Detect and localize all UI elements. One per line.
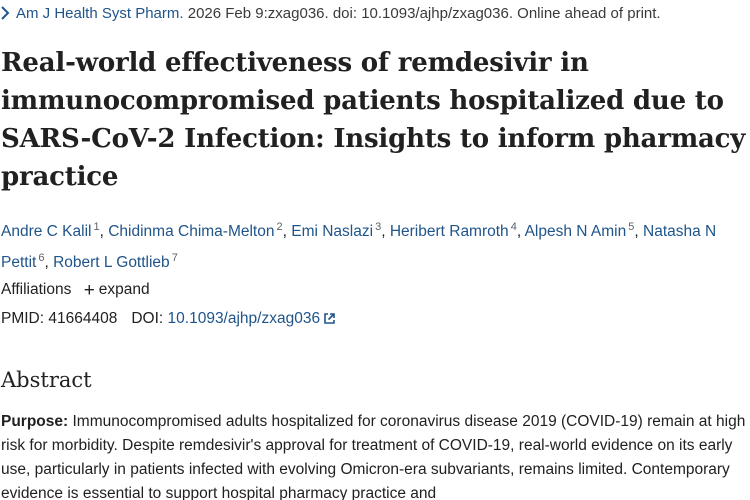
author-link[interactable]: Emi Naslazi 3 [291,221,382,240]
author-name: Emi Naslazi [291,223,374,240]
expand-label: expand [98,281,150,298]
author-link[interactable]: Robert L Gottlieb 7 [53,252,178,271]
author-affiliation-number: 6 [38,252,45,264]
author-affiliation-number: 2 [276,221,283,233]
affiliations-label: Affiliations [1,281,72,298]
external-link-icon [320,310,336,327]
author-affiliation-number: 5 [628,221,635,233]
author-affiliation-number: 7 [171,252,178,264]
author-affiliation-number: 1 [93,221,100,233]
citation-line: Am J Health Syst Pharm. 2026 Feb 9:zxag0… [0,4,661,24]
authors-list: Andre C Kalil 1, Chidinma Chima-Melton 2, … [1,221,717,271]
author-name: Natasha N Pettit [1,223,717,271]
author-affiliation-number: 4 [510,221,517,233]
expand-affiliations-button[interactable]: + expand [84,280,150,301]
citation-details: 2026 Feb 9:zxag036. doi: 10.1093/ajhp/zx… [187,5,661,22]
author-name: Alpesh N Amin [524,223,627,240]
plus-icon: + [83,280,95,301]
author-link[interactable]: Heribert Ramroth 4 [389,221,517,240]
pmid-label: PMID: [1,310,45,327]
purpose-label: Purpose: [1,413,69,430]
purpose-text: Immunocompromised adults hospitalized fo… [1,413,746,500]
author-link[interactable]: Natasha N Pettit 6 [1,223,716,271]
abstract-purpose: Purpose: Immunocompromised adults hospit… [1,410,747,500]
author-name: Chidinma Chima-Melton [108,223,275,240]
author-link[interactable]: Alpesh N Amin 5 [524,221,635,240]
author-name: Robert L Gottlieb [53,254,170,271]
author-name: Andre C Kalil [1,223,92,240]
author-affiliation-number: 3 [375,221,382,233]
pmid-value: 41664408 [48,310,118,327]
doi-link[interactable]: 10.1093/ajhp/zxag036 [168,310,337,327]
author-link[interactable]: Chidinma Chima-Melton 2 [108,221,283,240]
doi-label: DOI: [131,310,164,327]
journal-link[interactable]: Am J Health Syst Pharm. [16,5,184,22]
doi-value: 10.1093/ajhp/zxag036 [167,310,321,327]
author-name: Heribert Ramroth [389,223,509,240]
author-link[interactable]: Andre C Kalil 1 [1,221,100,240]
chevron-right-icon[interactable] [0,4,10,24]
abstract-heading: Abstract [1,368,92,392]
identifiers-row: PMID: 41664408 DOI: 10.1093/ajhp/zxag036 [1,309,336,329]
article-title: Real-world effectiveness of remdesivir i… [1,48,746,192]
affiliations-row: Affiliations + expand [1,280,150,301]
